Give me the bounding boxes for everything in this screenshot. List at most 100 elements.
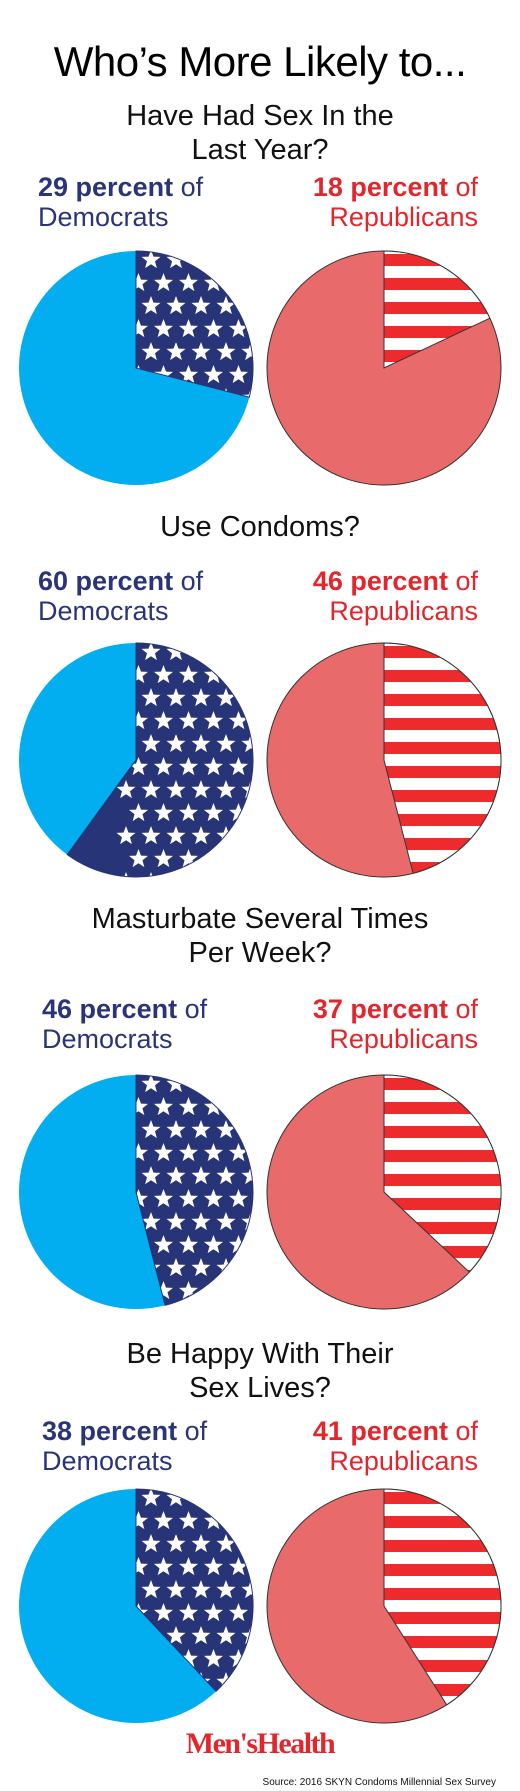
star-icon	[141, 342, 161, 361]
star-icon	[228, 1281, 249, 1300]
star-icon	[153, 1557, 174, 1576]
star-icon	[254, 757, 256, 775]
star-icon	[241, 1489, 253, 1507]
star-icon	[166, 251, 186, 269]
of-text: of	[455, 1416, 478, 1446]
star-icon	[228, 319, 249, 338]
star-icon	[128, 711, 149, 730]
star-icon	[136, 1511, 149, 1530]
democrat-label-3: 46 percent of Democrats	[42, 994, 207, 1054]
star-icon	[153, 1143, 174, 1162]
star-icon	[178, 1143, 199, 1162]
party-name: Republicans	[329, 202, 478, 232]
star-icon	[166, 643, 186, 661]
star-icon	[203, 273, 224, 292]
star-icon	[216, 1212, 236, 1231]
stripe	[384, 1636, 502, 1648]
star-icon	[166, 1304, 186, 1306]
star-icon	[178, 365, 199, 384]
stripe	[384, 1150, 501, 1162]
star-icon	[191, 1258, 211, 1277]
star-icon	[136, 1097, 149, 1116]
slice-outline	[66, 642, 254, 878]
question-title-line: Have Had Sex In the	[126, 100, 394, 132]
star-icon	[241, 1580, 253, 1599]
star-icon	[228, 1097, 249, 1116]
party-name: Democrats	[42, 1024, 173, 1054]
party-name: Republicans	[329, 1446, 478, 1476]
star-icon	[254, 711, 256, 729]
star-icon	[228, 1189, 249, 1208]
star-icon	[216, 1626, 236, 1645]
star-icon	[136, 1143, 149, 1162]
star-icon	[153, 1603, 174, 1622]
democrat-pie-chart-4	[19, 1488, 256, 1726]
star-icon	[191, 1534, 211, 1553]
republican-pie-chart-2	[266, 642, 502, 878]
star-icon	[166, 1120, 186, 1139]
star-icon	[203, 365, 224, 384]
star-icon	[153, 849, 174, 868]
star-icon	[166, 296, 186, 315]
question-title-line: Be Happy With Their	[126, 1338, 394, 1370]
star-icon	[241, 643, 254, 661]
stripe	[384, 1126, 501, 1138]
star-icon	[178, 711, 199, 730]
star-icon	[203, 803, 224, 822]
star-icon	[166, 1075, 186, 1093]
star-icon	[254, 411, 256, 429]
star-icon	[254, 849, 256, 867]
star-icon	[229, 457, 248, 475]
star-icon	[228, 1649, 249, 1668]
star-icon	[228, 665, 249, 684]
star-icon	[166, 688, 186, 707]
stripe	[384, 766, 501, 778]
star-icon	[178, 273, 199, 292]
star-icon	[166, 480, 185, 488]
question-title-line: Sex Lives?	[189, 1372, 331, 1404]
star-icon	[141, 688, 161, 707]
star-icon	[228, 803, 249, 822]
star-icon	[216, 1534, 236, 1553]
star-icon	[141, 1489, 161, 1507]
star-icon	[191, 1166, 211, 1185]
star-icon	[216, 1075, 236, 1093]
star-icon	[153, 757, 174, 776]
question-title-1: Have Had Sex In the Last Year?	[0, 99, 520, 167]
star-icon	[216, 251, 236, 269]
of-text: of	[455, 172, 478, 202]
star-icon	[254, 1097, 256, 1115]
star-icon	[178, 803, 199, 822]
star-icon	[178, 757, 199, 776]
republican-pie-chart-3	[266, 1074, 502, 1310]
star-icon	[216, 734, 236, 753]
star-icon	[191, 480, 210, 488]
star-icon	[254, 319, 256, 337]
star-icon	[191, 1489, 211, 1507]
star-icon	[241, 434, 256, 452]
star-icon	[178, 1097, 199, 1116]
slice-outline	[383, 250, 491, 369]
democrat-pie-chart-2	[19, 642, 256, 878]
star-icon	[254, 457, 256, 475]
star-icon	[203, 319, 224, 338]
star-icon	[216, 1166, 236, 1185]
star-icon	[191, 1120, 211, 1139]
democrat-percent: 38 percent	[42, 1416, 178, 1446]
star-icon	[254, 1603, 256, 1621]
star-icon	[191, 872, 211, 878]
republican-percent: 37 percent	[312, 994, 448, 1024]
of-text: of	[455, 994, 478, 1024]
star-icon	[141, 1580, 161, 1599]
star-icon	[216, 1718, 235, 1726]
star-icon	[241, 1075, 253, 1093]
star-icon	[216, 480, 235, 488]
star-icon	[254, 1281, 256, 1299]
star-icon	[241, 1304, 253, 1306]
star-icon	[254, 1235, 256, 1253]
star-icon	[241, 342, 253, 361]
star-icon	[141, 780, 161, 799]
mens-health-logo: Men'sHealth	[185, 1727, 336, 1760]
star-icon	[228, 711, 249, 730]
star-icon	[191, 643, 211, 661]
